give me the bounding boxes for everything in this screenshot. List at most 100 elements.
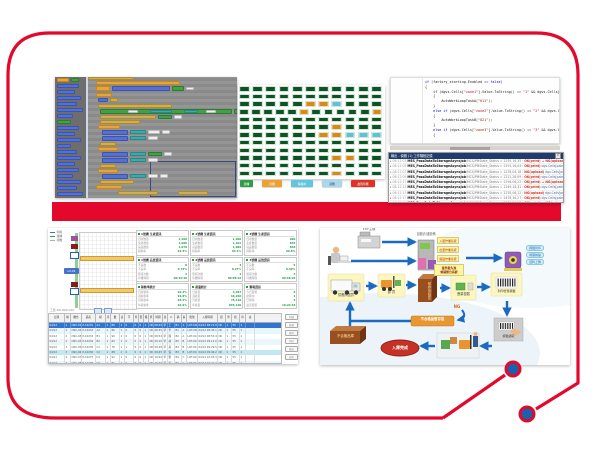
palette-block (57, 150, 77, 154)
status-cell (335, 109, 346, 115)
ng-area-label: 不合格品暫存區 (420, 317, 445, 321)
palette-block (57, 114, 73, 118)
panel-label: 稼動率 (192, 249, 201, 254)
code-block (96, 86, 110, 91)
inspect-label: 數量檢驗 (457, 292, 470, 296)
status-cell (318, 170, 330, 177)
palette-block (57, 132, 75, 136)
status-cell (357, 86, 369, 92)
table-cell: 04/12 10:21:47 (198, 360, 218, 363)
palette-block (57, 108, 83, 112)
table-body: 04/12 1 CNC-02 P-10232 A2 1 86 1 0 0 0 1 OK 08:35 早李 B1… (49, 328, 281, 363)
code-segment: AutoWorkLoopTaskA( (425, 99, 479, 104)
table-header-cell: 註 (246, 314, 255, 322)
code-segment: (dgvs.Cells[ (449, 108, 475, 113)
log-segment: MES_PassDataToStorageAsyncJob (407, 159, 466, 163)
table-side-button: 明細 (285, 314, 298, 320)
code-block (102, 136, 128, 141)
log-segment: MES_PassDataToStorageAsyncJob (407, 164, 466, 169)
status-cell (304, 147, 316, 154)
panel-value: 00:12:40 (173, 276, 187, 281)
ng-store-label: 不合格品庫 (337, 333, 354, 338)
palette-block (57, 180, 81, 184)
sys-label-2: 出庫作業系統 (437, 246, 459, 253)
palette-block (57, 144, 71, 148)
table-header-cell: 入庫時間 (198, 314, 218, 322)
code-segment: { (425, 113, 436, 118)
status-cell (291, 139, 303, 146)
code-segment: && dgvs.Cel… (541, 108, 559, 113)
sys-label-3: 盤點作業系統 (437, 255, 459, 262)
status-cell (278, 170, 290, 177)
code-segment: && dgvs.Ce… (541, 127, 559, 132)
status-cell (318, 116, 330, 123)
status-row (239, 101, 384, 107)
status-legend-chip: 故障停機 (351, 180, 375, 187)
code-segment: false (490, 80, 501, 84)
palette-block (57, 138, 81, 142)
status-cell (291, 162, 303, 169)
status-cell (291, 132, 303, 138)
log-segment: ▸ 08:12:03 (390, 159, 408, 163)
table-cell: LOT-0415 (187, 360, 198, 363)
code-segment: (dgvs.Cells[ (449, 127, 475, 132)
info-panel: 1號機 品質資訊 不良數 8 不良率 0.74% 警報次數 2 停機時間 00:12:40 (136, 256, 189, 283)
status-cell (252, 86, 264, 92)
log-segment: ▸ 08:12:05 (390, 164, 408, 169)
status-cell (239, 147, 250, 154)
legend-dash (50, 231, 55, 233)
status-cell (331, 86, 343, 92)
status-cell (252, 132, 264, 138)
status-cell (331, 116, 343, 123)
red-divider-bar (52, 202, 561, 221)
status-cell (265, 132, 277, 138)
highlight-label-line2: 條碼整合系統 (440, 270, 458, 274)
log-segment: ▸ 08:12:15 (390, 190, 408, 195)
log-segment: /MCS/PMState_Status = 2352,26,08 : (465, 201, 525, 203)
code-segment: { (425, 132, 436, 137)
code-block (96, 93, 112, 97)
code-block (148, 158, 158, 162)
code-segment: ].Value.ToString() == (478, 89, 524, 94)
status-cell (370, 147, 382, 154)
code-segment: ); (488, 99, 493, 104)
table-header-cell: 碼 (175, 314, 182, 322)
table-header-cell: 模 (96, 314, 106, 322)
status-legend-label: 運轉 (243, 181, 250, 186)
status-cell (357, 132, 369, 138)
panel-label: 停機時間 (138, 276, 149, 281)
palette-block (57, 126, 79, 130)
status-legend-label: 調機 (329, 181, 335, 186)
log-line: ▸ 08:12:19 MES_PassDataToStorageAsyncJob… (389, 201, 563, 203)
legend-dash (50, 239, 55, 241)
status-cell (344, 132, 356, 138)
equipment-status-board-screenshot (238, 85, 385, 179)
code-block (234, 109, 237, 114)
palette-block (57, 192, 83, 196)
status-row (239, 139, 384, 146)
status-row (239, 155, 384, 161)
status-cell (265, 147, 277, 154)
code-block (130, 158, 146, 162)
status-cell (344, 93, 356, 100)
code-block (112, 86, 170, 91)
truck-label: 供應商送貨 (338, 293, 354, 297)
status-legend-chip: 運轉 (240, 180, 253, 187)
code-segment: ); (488, 118, 493, 123)
code-block (102, 174, 128, 179)
code-block (172, 86, 184, 91)
status-row (239, 147, 384, 154)
code-block (130, 174, 146, 178)
table-cell: 04/12 (49, 360, 65, 363)
status-cell (318, 147, 330, 154)
status-cell (344, 139, 356, 146)
status-cell (347, 109, 358, 115)
status-cell (291, 155, 303, 161)
log-segment: OK(print) → NG(upload) (524, 201, 563, 203)
log-segment: OK(print) → NG(upload) (524, 159, 563, 163)
status-cell (239, 101, 250, 107)
panel-label: 停機時間 (192, 276, 203, 281)
status-cell (331, 162, 343, 169)
table-cell: 55 (232, 360, 240, 363)
table-header-row: 日期線機台 品名模序數良不停警備狀時間班人碼區批號 入庫時間結查核印註 (49, 314, 281, 323)
